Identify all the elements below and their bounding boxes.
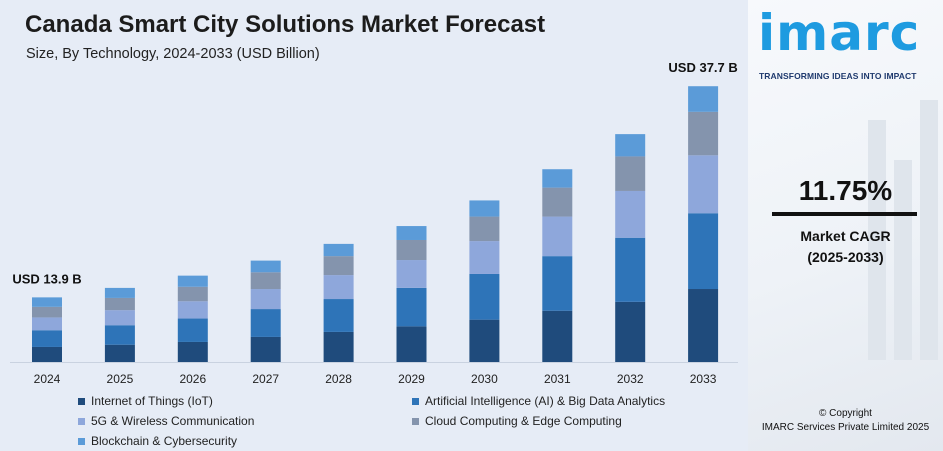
legend-swatch (412, 397, 419, 405)
x-tick-label: 2024 (34, 372, 61, 386)
bar-segment (396, 326, 427, 362)
bar-segment (323, 243, 354, 257)
side-panel: imarc TRANSFORMING IDEAS INTO IMPACT 11.… (748, 0, 943, 451)
bar-segment (688, 111, 719, 156)
bar-segment (688, 86, 719, 112)
legend-swatch (78, 397, 85, 405)
cagr-period: (2025-2033) (807, 249, 884, 265)
bar-segment (250, 336, 281, 362)
legend-label: Blockchain & Cybersecurity (91, 434, 238, 448)
chart-title: Canada Smart City Solutions Market Forec… (25, 11, 546, 38)
bar-segment (323, 331, 354, 362)
copyright-block: © Copyright IMARC Services Private Limit… (748, 407, 943, 435)
chart-panel: Canada Smart City Solutions Market Forec… (10, 11, 738, 450)
value-annotation: USD 37.7 B (668, 60, 737, 75)
bar-segment (615, 237, 646, 302)
x-tick-label: 2027 (252, 372, 279, 386)
bar-segment (104, 344, 135, 362)
legend-item: 5G & Wireless Communication (78, 414, 254, 428)
bar-segment (542, 256, 573, 311)
x-tick-label: 2031 (544, 372, 571, 386)
bar-segment (250, 309, 281, 337)
chart-subtitle: Size, By Technology, 2024-2033 (USD Bill… (26, 46, 320, 62)
bar-segment (396, 287, 427, 327)
bar-segment (396, 239, 427, 261)
bar-segment (32, 317, 62, 331)
x-tick-label: 2026 (179, 372, 206, 386)
bar-segment (469, 216, 500, 242)
x-tick-label: 2028 (325, 372, 352, 386)
bar-segment (615, 190, 646, 238)
bar-segment (177, 341, 208, 362)
bar-segment (542, 216, 573, 257)
bar-segment (542, 169, 573, 188)
bar-segment (469, 273, 500, 320)
bar-segment (688, 289, 719, 362)
bar-segment (615, 134, 646, 157)
cagr-label-block: Market CAGR (2025-2033) (748, 226, 943, 268)
bar-segment (177, 286, 208, 302)
decorative-bar (868, 120, 886, 360)
copyright-line-2: IMARC Services Private Limited 2025 (761, 422, 930, 433)
copyright-line-1: © Copyright (819, 408, 872, 419)
cagr-value: 11.75% (798, 175, 893, 206)
x-tick-label: 2029 (398, 372, 425, 386)
bar-segment (688, 155, 719, 214)
bar-segment (250, 260, 281, 273)
value-annotation: USD 13.9 B (12, 271, 81, 286)
bar-segment (323, 275, 354, 300)
bar-segment (615, 156, 646, 191)
bar-segment (177, 301, 208, 319)
bar-segment (542, 310, 573, 362)
bar-segment (469, 200, 500, 217)
bar-segment (104, 287, 135, 298)
decorative-bar (894, 160, 912, 360)
legend-label: 5G & Wireless Communication (91, 414, 255, 428)
imarc-logo: imarc TRANSFORMING IDEAS INTO IMPACT (758, 4, 938, 88)
x-tick-label: 2030 (471, 372, 498, 386)
legend-swatch (78, 437, 85, 445)
legend-item: Blockchain & Cybersecurity (78, 434, 237, 448)
legend-swatch (412, 417, 419, 425)
bar-segment (250, 272, 281, 290)
decorative-bar (920, 100, 938, 360)
bar-segment (177, 275, 208, 287)
legend-label: Internet of Things (IoT) (91, 394, 213, 408)
legend-item: Cloud Computing & Edge Computing (412, 414, 622, 428)
chart-legend: Internet of Things (IoT) Artificial Intel… (78, 394, 738, 450)
bar-segment (688, 213, 719, 290)
x-tick-label: 2032 (617, 372, 644, 386)
bar-segment (104, 297, 135, 311)
x-tick-label: 2033 (690, 372, 717, 386)
legend-label: Artificial Intelligence (AI) & Big Data … (425, 394, 666, 408)
legend-item: Internet of Things (IoT) (78, 394, 213, 408)
stacked-bar-chart: 2024 2025 2026 2027 2028 2029 2030 2031 2032 2033… (10, 60, 738, 386)
bar-segment (469, 319, 500, 362)
cagr-label: Market CAGR (800, 228, 891, 244)
bar-segment (104, 325, 135, 345)
bar-segment (32, 346, 62, 362)
bar-segment (469, 241, 500, 274)
logo-tagline: TRANSFORMING IDEAS INTO IMPACT (759, 71, 917, 81)
cagr-divider (772, 212, 917, 216)
bar-segment (250, 289, 281, 310)
bar-segment (323, 299, 354, 332)
logo-wordmark: imarc (758, 4, 921, 62)
bar-segment (32, 306, 62, 318)
legend-label: Cloud Computing & Edge Computing (425, 414, 622, 428)
bar-segment (615, 301, 646, 362)
bar-segment (104, 310, 135, 326)
legend-item: Artificial Intelligence (AI) & Big Data … (412, 394, 665, 408)
bar-segment (396, 226, 427, 240)
bar-segment (323, 256, 354, 276)
x-tick-label: 2025 (107, 372, 134, 386)
bar-segment (396, 260, 427, 288)
bar-segment (542, 187, 573, 217)
bar-segment (32, 330, 62, 347)
bar-segment (32, 297, 62, 307)
legend-swatch (78, 417, 85, 425)
bar-segment (177, 318, 208, 342)
